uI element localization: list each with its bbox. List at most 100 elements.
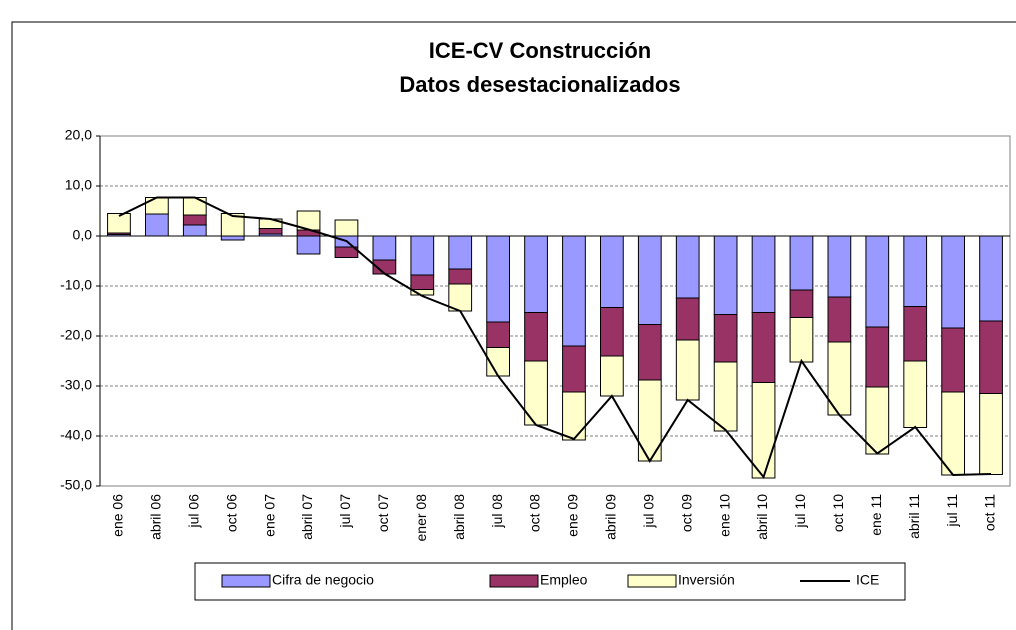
x-tick-label: oct 06 xyxy=(223,494,239,532)
bar xyxy=(562,345,586,393)
x-tick-label: jul 09 xyxy=(640,494,656,529)
x-tick-label: abril 10 xyxy=(754,494,770,540)
bar xyxy=(220,213,245,237)
x-tick-label: jul 11 xyxy=(944,494,960,528)
bar xyxy=(903,360,928,428)
legend-label: Cifra de negocio xyxy=(272,572,374,588)
bar xyxy=(182,197,207,216)
x-tick-label: oct 07 xyxy=(375,494,391,532)
x-tick-label: ene 11 xyxy=(868,494,884,536)
bar xyxy=(903,235,928,307)
bar xyxy=(751,382,776,479)
y-tick-label: -50,0 xyxy=(60,477,92,493)
bar xyxy=(903,306,928,362)
bar xyxy=(979,320,1003,394)
bar xyxy=(524,235,548,313)
chart-subtitle: Datos desestacionalizados xyxy=(399,72,680,97)
x-tick-label: oct 11 xyxy=(982,494,998,531)
bar xyxy=(941,235,965,329)
x-tick-label: ene 10 xyxy=(716,494,732,537)
legend-label: Inversión xyxy=(678,572,735,588)
x-tick-label: oct 09 xyxy=(678,494,694,532)
bar xyxy=(751,235,776,313)
bar xyxy=(448,268,473,285)
bar xyxy=(182,214,207,226)
bar xyxy=(448,235,473,270)
bar xyxy=(979,393,1003,475)
x-tick-label: abril 11 xyxy=(906,494,922,539)
y-tick-label: 10,0 xyxy=(65,177,92,193)
legend-swatch xyxy=(221,574,271,588)
bar xyxy=(600,355,624,397)
bar xyxy=(334,219,359,237)
bar xyxy=(334,246,359,258)
y-tick-label: -10,0 xyxy=(60,277,92,293)
bar xyxy=(600,307,624,357)
bar xyxy=(941,391,965,476)
bar xyxy=(637,324,662,381)
x-tick-label: jul 10 xyxy=(792,494,808,529)
bar xyxy=(145,213,169,237)
bar xyxy=(562,391,586,441)
y-tick-label: 0,0 xyxy=(73,227,93,243)
bar xyxy=(372,235,397,261)
bar xyxy=(789,235,814,291)
chart-border xyxy=(11,21,1016,630)
bar xyxy=(220,235,245,241)
x-tick-label: oct 08 xyxy=(527,494,543,532)
x-tick-label: ene 07 xyxy=(261,494,277,537)
x-tick-label: ener 08 xyxy=(413,494,429,542)
x-tick-label: abril 06 xyxy=(148,494,164,540)
x-tick-label: jul 06 xyxy=(185,494,201,529)
bar xyxy=(979,235,1003,322)
x-tick-label: abril 07 xyxy=(299,494,315,540)
line xyxy=(118,196,992,480)
bar xyxy=(865,235,890,328)
x-tick-label: ene 09 xyxy=(565,494,581,537)
y-tick-label: -40,0 xyxy=(60,427,92,443)
bar xyxy=(751,312,776,383)
bar xyxy=(865,326,890,388)
bar xyxy=(789,317,814,363)
chart-title: ICE-CV Construcción xyxy=(429,38,651,63)
legend-label: Empleo xyxy=(540,572,588,588)
x-tick-label: oct 10 xyxy=(830,494,846,532)
bar xyxy=(258,228,283,235)
y-tick-label: -30,0 xyxy=(60,377,92,393)
legend-label: ICE xyxy=(856,572,879,588)
bar xyxy=(713,235,738,315)
y-tick-label: 20,0 xyxy=(65,127,92,143)
bar xyxy=(865,386,890,455)
bar xyxy=(410,235,435,276)
x-tick-label: abril 09 xyxy=(603,494,619,540)
x-tick-label: abril 08 xyxy=(451,494,467,540)
bar xyxy=(827,235,852,298)
y-tick-label: -20,0 xyxy=(60,327,92,343)
legend-swatch xyxy=(627,574,677,588)
bar xyxy=(562,235,586,347)
bar xyxy=(410,274,435,290)
bar xyxy=(713,361,738,432)
bar xyxy=(296,235,321,255)
bar xyxy=(675,297,700,341)
bar xyxy=(145,197,169,215)
bar xyxy=(524,312,548,362)
x-tick-label: ene 06 xyxy=(110,494,126,537)
bar xyxy=(713,314,738,363)
bar xyxy=(182,224,207,237)
bar xyxy=(600,235,624,308)
x-tick-label: jul 07 xyxy=(337,494,353,529)
legend-box xyxy=(194,562,906,601)
bar xyxy=(827,296,852,343)
bar xyxy=(107,213,131,234)
bar xyxy=(675,339,700,401)
bar xyxy=(941,327,965,393)
legend-swatch xyxy=(489,574,539,588)
bar xyxy=(675,235,700,299)
bar xyxy=(486,321,510,348)
bar xyxy=(486,235,510,323)
bar xyxy=(789,289,814,318)
bar xyxy=(637,235,662,325)
x-tick-label: jul 08 xyxy=(489,494,505,529)
